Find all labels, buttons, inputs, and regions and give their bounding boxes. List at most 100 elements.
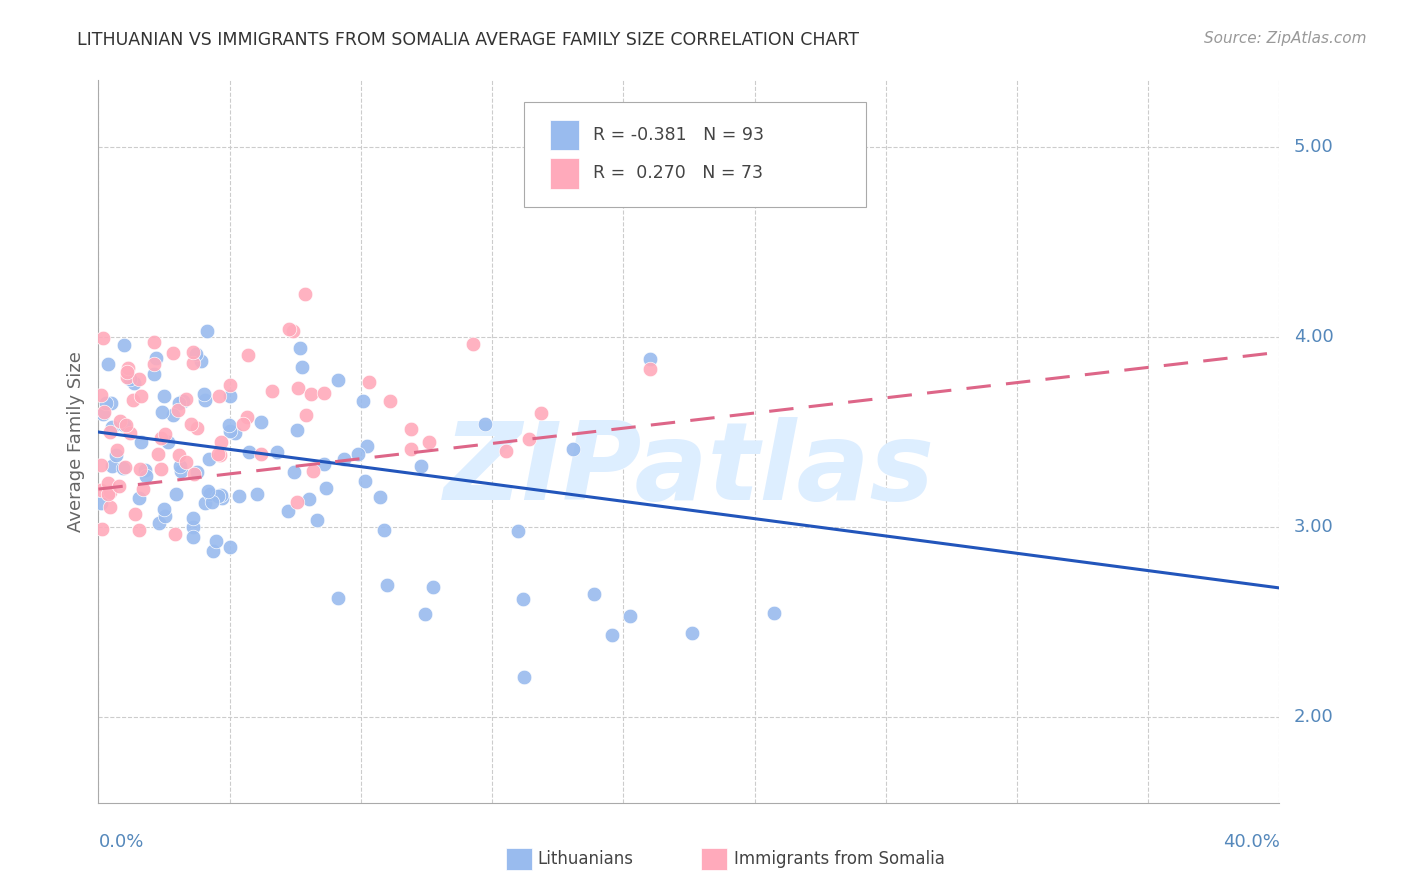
Point [530,406,553,420]
Point [307,513,329,527]
Point [291,360,314,375]
Point [399,442,422,456]
Point [91,407,114,421]
Point [399,422,422,436]
Point [333,451,356,466]
Point [495,443,517,458]
Point [156,435,179,450]
Point [170,464,193,478]
Point [326,591,349,606]
Point [101,458,124,473]
FancyBboxPatch shape [550,120,579,151]
Text: 0.0%: 0.0% [98,833,143,851]
Point [218,389,240,403]
Text: 2.00: 2.00 [1294,708,1333,726]
Point [517,432,540,446]
Point [201,494,224,508]
Point [354,475,377,489]
Point [181,520,204,534]
Point [112,461,135,475]
Point [174,455,197,469]
Point [146,447,169,461]
Point [134,463,156,477]
Point [124,507,146,521]
Point [122,376,145,390]
Text: Immigrants from Somalia: Immigrants from Somalia [734,850,945,868]
Point [266,444,288,458]
Point [208,389,231,403]
Point [114,459,136,474]
Point [153,389,176,403]
Point [357,375,380,389]
Point [97,475,120,490]
Point [190,354,212,368]
Point [129,462,152,476]
Point [218,424,240,438]
Point [763,607,786,621]
Point [167,448,190,462]
Text: Lithuanians: Lithuanians [537,850,634,868]
Point [129,389,152,403]
Point [183,467,205,482]
Text: ZIPatlas: ZIPatlas [443,417,935,524]
Point [277,322,299,336]
Point [105,443,128,458]
Text: R = -0.381   N = 93: R = -0.381 N = 93 [593,126,765,145]
Point [352,394,374,409]
Point [224,426,246,441]
Point [260,384,283,399]
Point [143,334,166,349]
Point [208,448,231,462]
Point [128,372,150,386]
Point [287,381,309,395]
Point [167,396,190,410]
Point [380,393,402,408]
Point [112,417,135,432]
Text: 3.00: 3.00 [1294,518,1333,536]
FancyBboxPatch shape [523,102,866,207]
Point [184,347,207,361]
Point [346,447,368,461]
Text: 5.00: 5.00 [1294,138,1333,156]
Point [211,491,233,505]
Point [94,395,117,409]
Point [288,341,311,355]
Point [602,628,624,642]
Point [120,372,142,386]
Point [90,483,112,497]
Point [162,346,184,360]
Point [422,580,444,594]
Point [218,418,240,433]
Point [186,421,208,435]
Point [299,386,322,401]
Point [98,484,121,499]
Point [207,447,229,461]
Text: R =  0.270   N = 73: R = 0.270 N = 73 [593,164,763,183]
Point [90,458,112,472]
Point [202,544,225,558]
FancyBboxPatch shape [550,158,579,189]
Point [194,393,217,408]
Point [583,587,606,601]
Point [197,484,219,499]
Point [100,396,122,410]
Point [183,511,205,525]
Point [312,457,335,471]
Point [155,427,177,442]
Point [128,491,150,505]
Point [315,482,337,496]
Point [93,330,115,344]
Point [236,409,259,424]
Point [409,459,432,474]
Point [150,431,173,445]
Point [681,626,703,640]
Point [180,417,202,432]
Point [181,356,204,370]
Point [162,408,184,422]
Point [209,488,232,502]
Point [120,425,142,440]
Point [150,404,173,418]
Point [181,345,204,359]
Point [302,464,325,478]
Point [283,465,305,479]
